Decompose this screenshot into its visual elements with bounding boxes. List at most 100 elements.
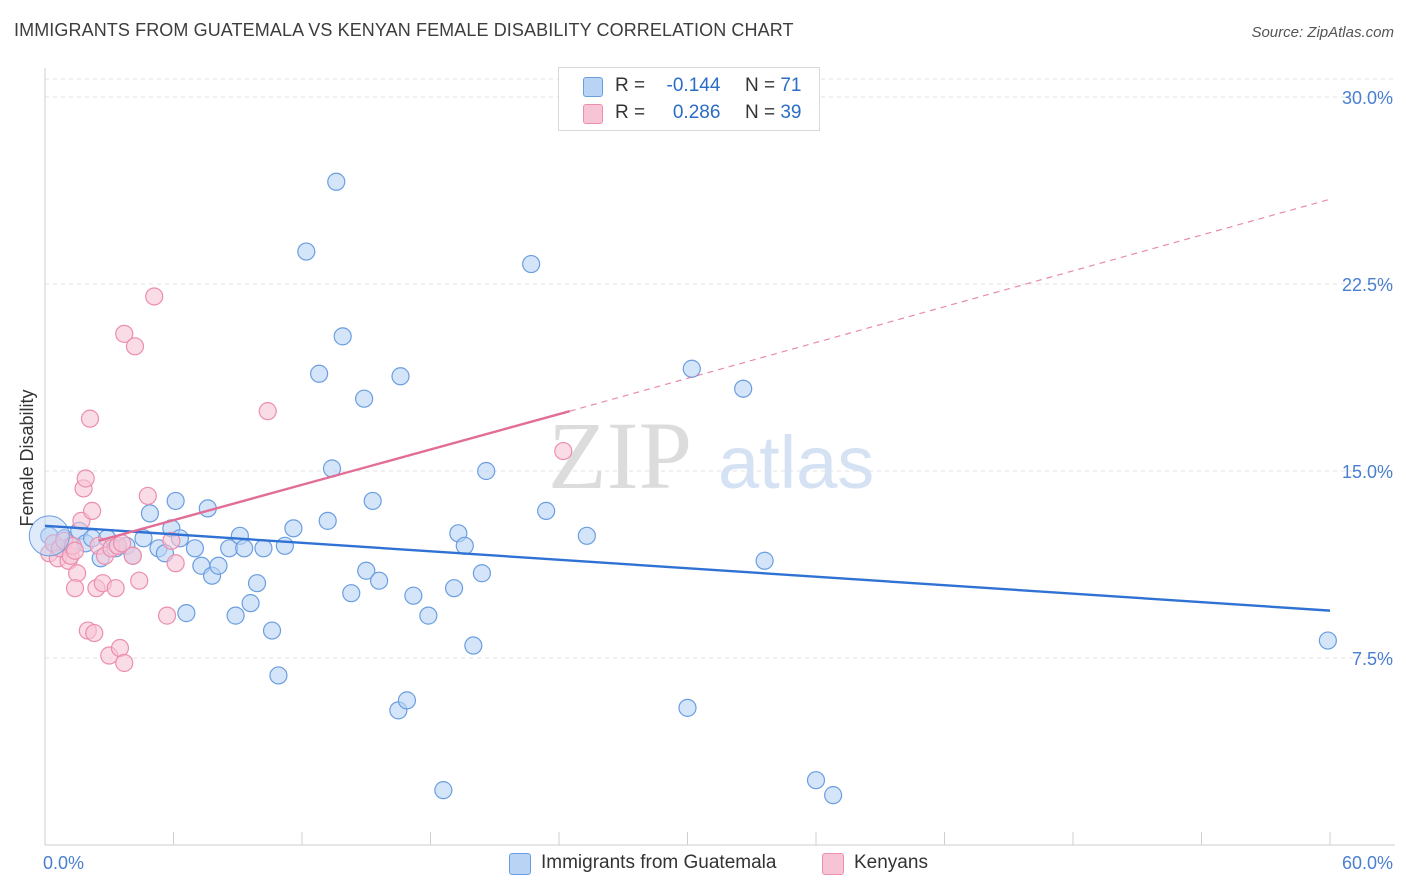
kenyans-point	[157, 606, 177, 625]
y-tick-label: 7.5%	[1352, 649, 1393, 669]
kenyans-point	[123, 546, 142, 565]
legend-r-value: -0.144	[666, 75, 721, 96]
legend-r-label: R =	[615, 75, 646, 96]
x-tick-label: 0.0%	[43, 853, 84, 873]
guatemala-point	[226, 606, 245, 625]
guatemala-point	[391, 367, 410, 386]
points-layer	[28, 172, 1337, 805]
guatemala-point	[318, 511, 337, 530]
kenyans-point	[115, 324, 134, 343]
kenyans-point	[115, 653, 134, 673]
guatemala-point	[247, 574, 267, 593]
legend-n-value: 71	[780, 75, 802, 96]
guatemala-point	[477, 461, 496, 481]
guatemala-point	[806, 771, 826, 790]
guatemala-point	[678, 698, 697, 717]
kenyans-point	[554, 441, 573, 461]
guatemala-point	[734, 379, 753, 398]
kenyans-point	[80, 409, 100, 428]
axis-layer: 7.5% 15.0% 22.5% 30.0% 0.0% 60.0%	[43, 68, 1395, 873]
chart-title: IMMIGRANTS FROM GUATEMALA VS KENYAN FEMA…	[14, 20, 794, 40]
y-tick-label: 22.5%	[1342, 275, 1393, 295]
guatemala-point	[140, 504, 160, 523]
legend-swatch-blue	[509, 853, 531, 875]
guatemala-point	[370, 571, 389, 590]
kenyans-point	[65, 541, 85, 560]
legend-n-value: 39	[780, 102, 802, 123]
guatemala-point	[472, 564, 491, 583]
guatemala-point	[241, 594, 260, 613]
watermark-zip: ZIP	[548, 402, 692, 509]
kenyans-point	[125, 337, 145, 356]
kenyans-point	[130, 571, 149, 590]
guatemala-point	[363, 491, 382, 511]
guatemala-point	[537, 501, 556, 520]
guatemala-point	[455, 536, 474, 555]
guatemala-trend-line	[44, 524, 1331, 612]
series-legend-label: Kenyans	[854, 852, 928, 873]
source-label: Source: ZipAtlas.com	[1251, 24, 1394, 41]
y-tick-label: 15.0%	[1342, 462, 1393, 482]
guatemala-point	[755, 551, 774, 570]
kenyans-point	[106, 579, 125, 598]
guatemala-point	[444, 579, 464, 598]
guatemala-point	[185, 539, 205, 558]
guatemala-point	[434, 781, 453, 800]
guatemala-point	[134, 529, 153, 548]
kenyans-point	[162, 531, 181, 550]
watermark: ZIP atlas	[548, 402, 874, 509]
guatemala-point	[357, 561, 376, 580]
guatemala-point	[404, 586, 423, 605]
legend-swatch-pink	[583, 104, 603, 124]
correlation-legend: R = -0.144 N = 71 R = 0.286 N = 39	[558, 67, 820, 131]
y-tick-label: 30.0%	[1342, 88, 1393, 108]
y-axis-label: Female Disability	[17, 389, 37, 526]
guatemala-point	[464, 636, 483, 655]
guatemala-point	[209, 556, 228, 575]
legend-swatch-pink	[822, 853, 844, 875]
guatemala-point	[310, 364, 329, 383]
kenyans-trend-extension	[569, 198, 1331, 412]
guatemala-point	[254, 539, 273, 558]
guatemala-point	[397, 691, 417, 710]
guatemala-point	[297, 242, 316, 261]
kenyans-point	[258, 402, 277, 421]
kenyans-point	[110, 638, 130, 658]
kenyans-point	[145, 287, 164, 306]
guatemala-point	[522, 254, 541, 274]
kenyans-point	[166, 554, 185, 573]
kenyans-point	[138, 486, 157, 506]
legend-r-label: R =	[615, 102, 646, 123]
legend-n-label: N =	[744, 102, 776, 123]
kenyans-point	[83, 501, 102, 520]
kenyans-point	[68, 564, 87, 583]
guatemala-point	[824, 786, 843, 805]
guatemala-point	[355, 389, 374, 408]
guatemala-point	[166, 491, 185, 511]
guatemala-point	[419, 606, 438, 625]
guatemala-point	[333, 327, 352, 346]
guatemala-point	[269, 666, 288, 685]
guatemala-point	[262, 621, 282, 640]
guatemala-point	[275, 536, 294, 555]
trend-layer	[44, 198, 1331, 612]
series-legend-label: Immigrants from Guatemala	[541, 852, 777, 873]
kenyans-point	[76, 469, 95, 488]
guatemala-point	[235, 539, 254, 558]
guatemala-point	[1318, 631, 1337, 650]
guatemala-point	[342, 584, 361, 603]
guatemala-point	[177, 604, 196, 623]
x-tick-label: 60.0%	[1342, 853, 1393, 873]
legend-n-label: N =	[744, 75, 776, 96]
kenyans-point	[65, 579, 85, 598]
guatemala-point	[577, 526, 596, 545]
watermark-atlas: atlas	[718, 421, 874, 504]
guatemala-point	[682, 359, 701, 378]
kenyans-point	[85, 623, 104, 643]
guatemala-point	[327, 172, 346, 191]
legend-swatch-blue	[583, 77, 603, 97]
legend-r-value: 0.286	[672, 102, 721, 123]
kenyans-trend-line	[98, 410, 571, 542]
guatemala-point	[284, 519, 303, 538]
